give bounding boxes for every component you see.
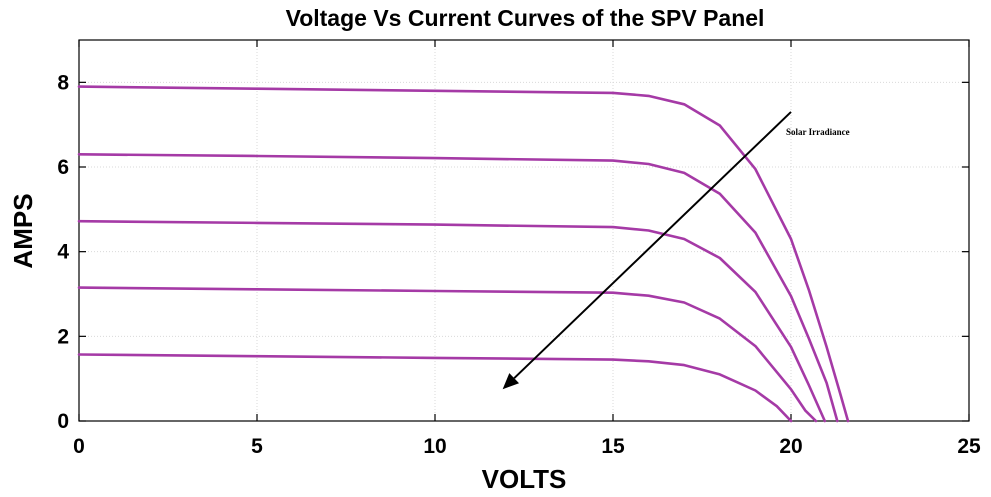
iv-curve-series [77, 153, 839, 423]
annotation-layer: Solar Irradiance [502, 111, 850, 390]
x-tick-label: 15 [601, 435, 625, 458]
x-axis-ticks: 0 5 10 15 20 25 [73, 40, 981, 458]
x-tick-label: 10 [423, 435, 446, 458]
y-tick-label: 6 [57, 156, 69, 179]
iv-curve-series [77, 286, 818, 423]
y-tick-label: 8 [57, 71, 69, 94]
iv-curve-series [77, 85, 850, 423]
x-axis-label: VOLTS [482, 464, 567, 494]
x-tick-label: 5 [251, 435, 263, 458]
iv-curve-series [77, 353, 793, 423]
x-tick-label: 20 [779, 435, 802, 458]
series-layer [77, 85, 850, 423]
plot-area-frame [78, 39, 970, 422]
y-axis-ticks: 0 2 4 6 8 [57, 71, 969, 433]
y-tick-label: 2 [57, 325, 69, 348]
y-tick-label: 0 [57, 410, 69, 433]
irradiance-arrow [513, 111, 792, 379]
chart-title: Voltage Vs Current Curves of the SPV Pan… [286, 5, 765, 31]
x-tick-label: 25 [957, 435, 981, 458]
irradiance-arrow-head [502, 373, 520, 390]
irradiance-annotation: Solar Irradiance [786, 127, 850, 137]
y-tick-label: 4 [57, 241, 69, 264]
grid-lines [79, 40, 969, 421]
x-tick-label: 0 [73, 435, 85, 458]
y-axis-label: AMPS [8, 193, 38, 268]
iv-curve-series [77, 219, 827, 423]
